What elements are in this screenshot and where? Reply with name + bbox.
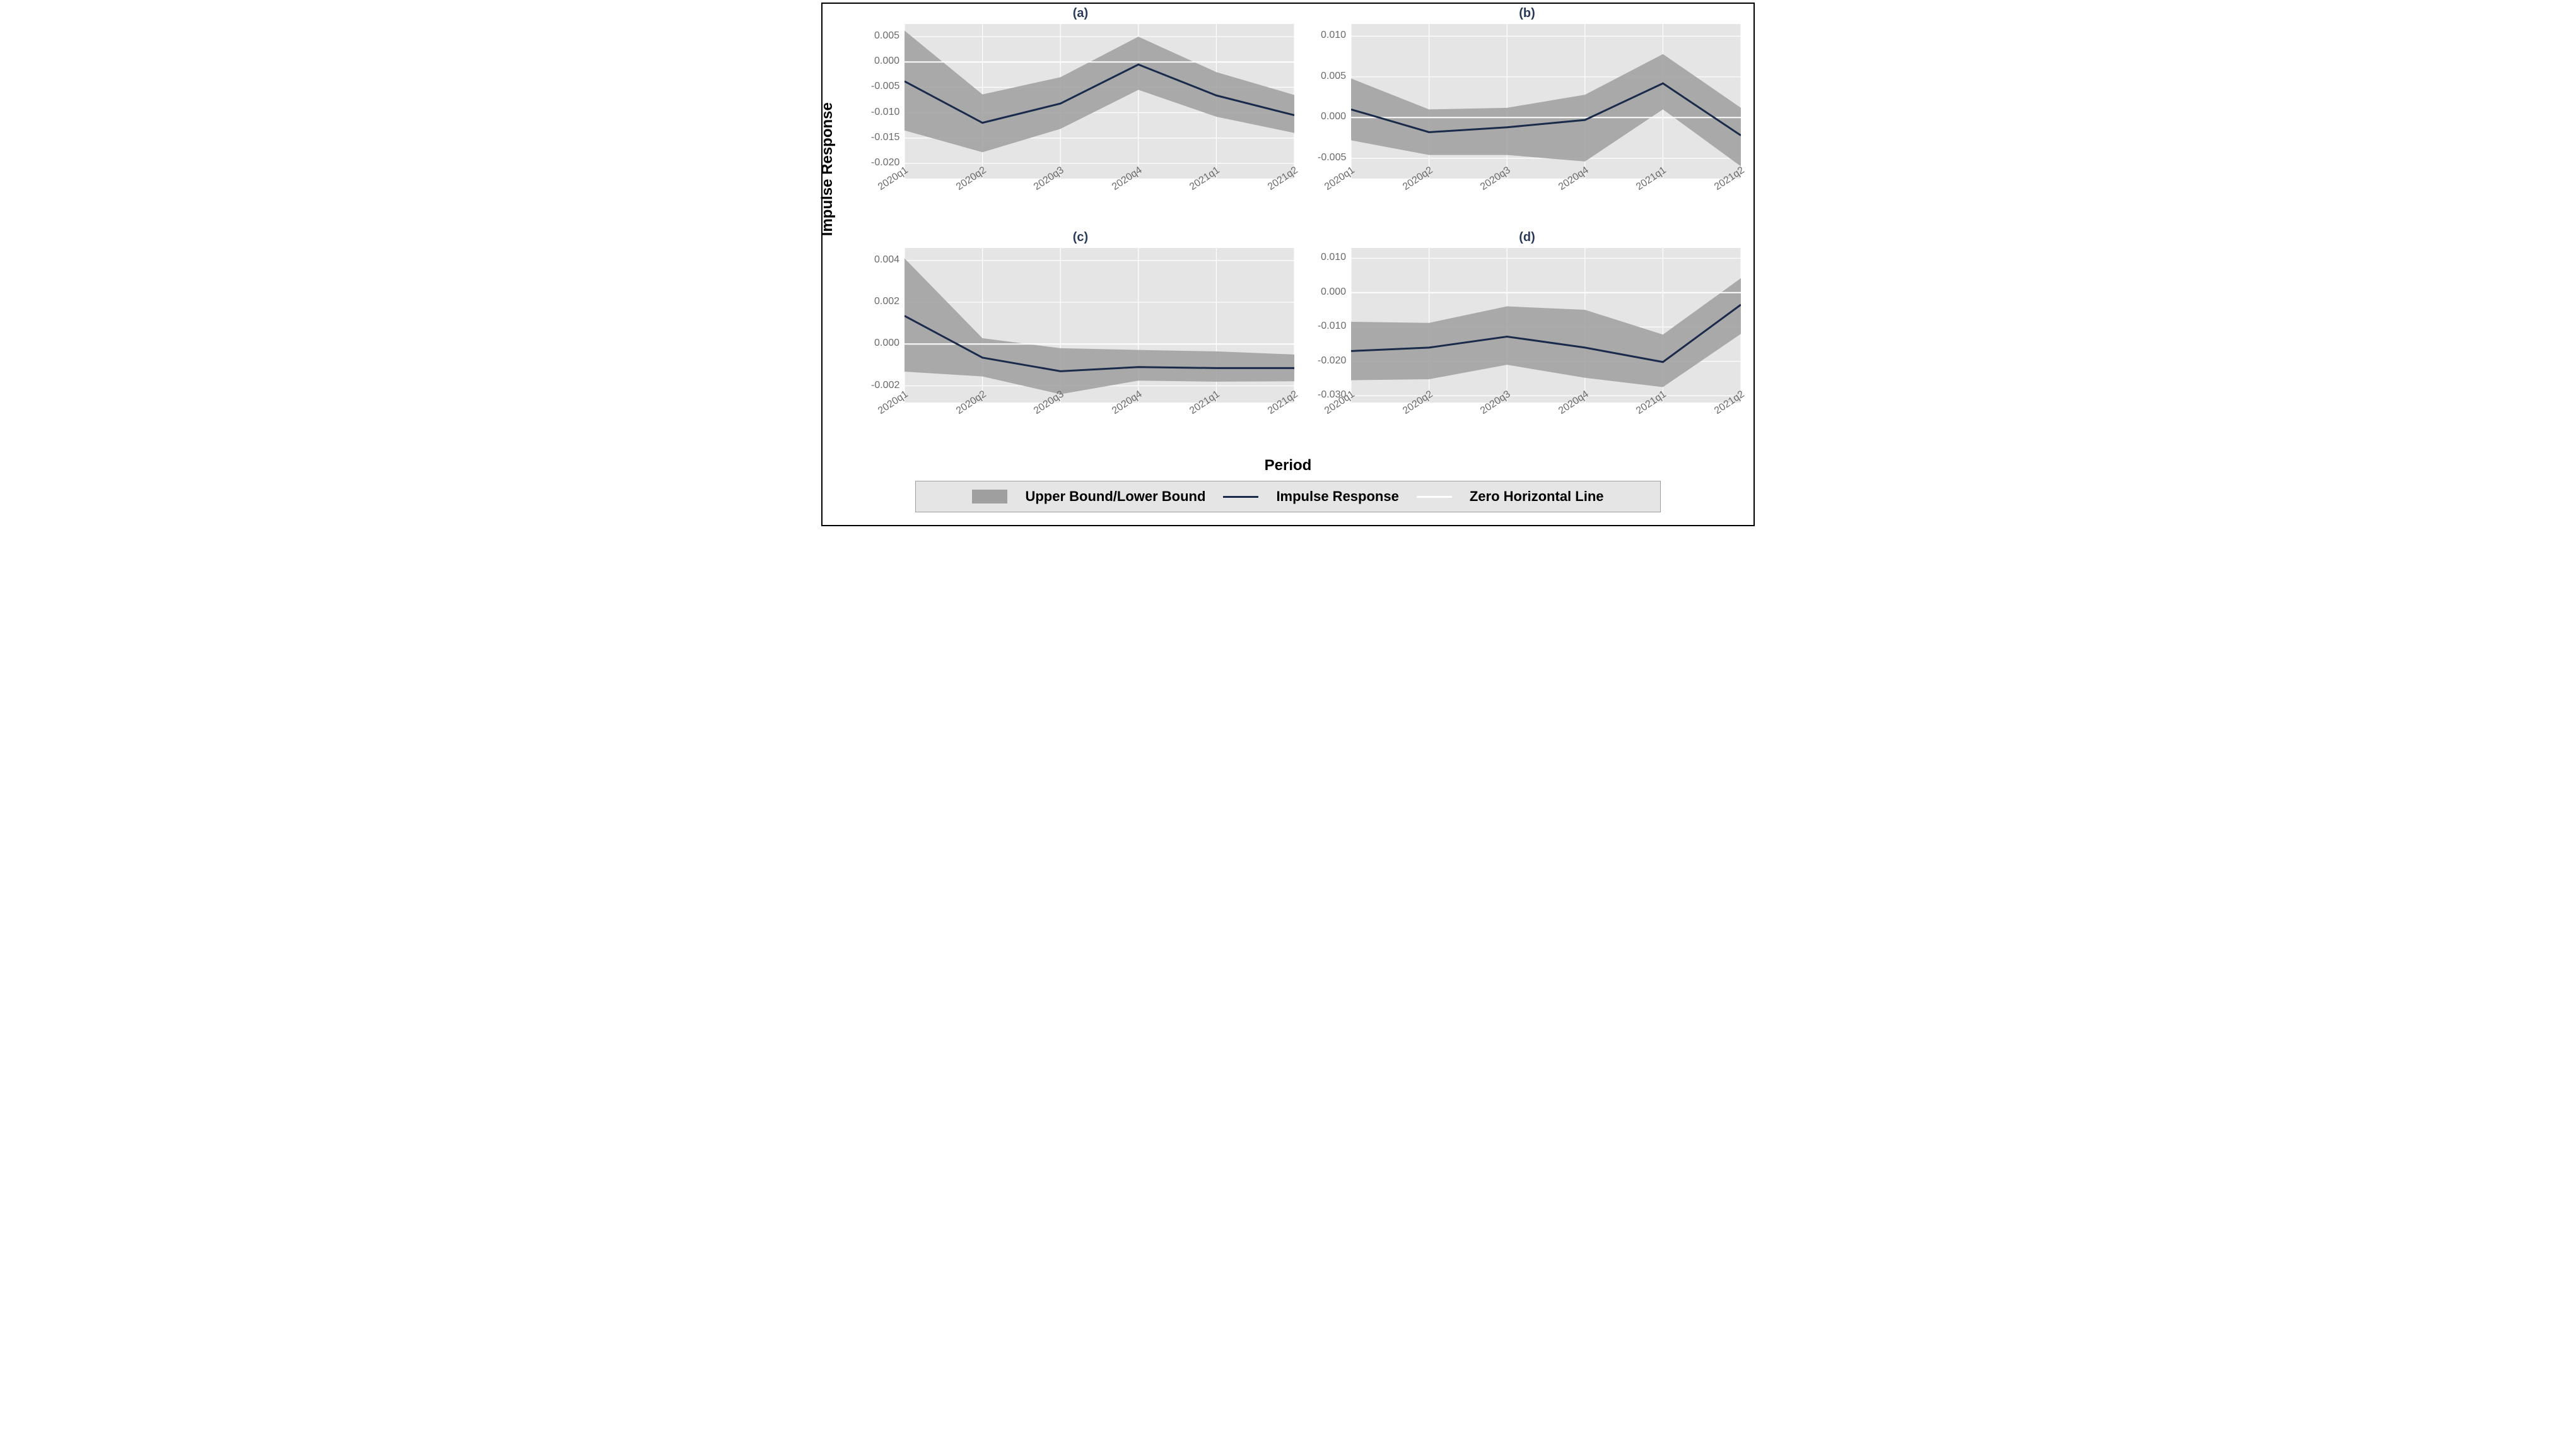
legend-label-bounds: Upper Bound/Lower Bound	[1025, 488, 1205, 505]
confidence-band	[905, 259, 1294, 394]
plot-area: -0.0020.0000.0020.0042020q12020q22020q32…	[905, 248, 1294, 403]
y-tick-label: 0.005	[874, 30, 899, 42]
y-tick-label: -0.005	[1318, 152, 1346, 163]
confidence-band	[1351, 278, 1741, 387]
plot-svg	[1351, 24, 1741, 179]
panel-title: (a)	[860, 6, 1301, 21]
panel-title: (c)	[860, 230, 1301, 245]
legend-swatch-bounds	[972, 490, 1007, 504]
panel-grid: (a)-0.020-0.015-0.010-0.0050.0000.005202…	[860, 8, 1747, 452]
y-tick-label: 0.000	[874, 56, 899, 67]
panel: (a)-0.020-0.015-0.010-0.0050.0000.005202…	[860, 8, 1301, 228]
legend-line-zero	[1417, 496, 1452, 498]
panel: (d) -0.030-0.020-0.0100.0000.0102020q1202…	[1307, 232, 1747, 452]
x-tick-label: 2020q1	[1323, 165, 1357, 193]
panel: (c) -0.0020.0000.0020.0042020q12020q22020…	[860, 232, 1301, 452]
x-axis-label: Period	[823, 457, 1753, 474]
bottom-region: Period Upper Bound/Lower Bound Impulse R…	[823, 454, 1753, 525]
legend-label-zero: Zero Horizontal Line	[1470, 488, 1604, 505]
y-tick-label: -0.010	[871, 107, 899, 118]
y-tick-label: 0.010	[1321, 30, 1346, 41]
y-tick-label: -0.015	[871, 132, 899, 143]
panel-title: (b)	[1307, 6, 1747, 21]
plot-area: -0.030-0.020-0.0100.0000.0102020q12020q2…	[1351, 248, 1741, 403]
confidence-band	[905, 30, 1294, 152]
y-tick-label: 0.010	[1321, 252, 1346, 263]
y-tick-label: 0.000	[874, 338, 899, 349]
y-axis-label: Impulse Response	[819, 102, 836, 236]
panel: (b) -0.0050.0000.0050.0102020q12020q22020…	[1307, 8, 1747, 228]
y-tick-label: 0.000	[1321, 286, 1346, 298]
plot-svg	[1351, 248, 1741, 403]
x-tick-label: 2020q1	[876, 165, 910, 193]
legend: Upper Bound/Lower Bound Impulse Response…	[915, 481, 1661, 512]
y-tick-label: 0.004	[874, 254, 899, 266]
plot-svg	[905, 24, 1294, 179]
x-tick-label: 2020q1	[876, 389, 910, 417]
y-tick-label: -0.010	[1318, 321, 1346, 332]
plot-area: -0.020-0.015-0.010-0.0050.0000.0052020q1…	[905, 24, 1294, 179]
y-tick-label: -0.005	[871, 81, 899, 92]
y-tick-label: 0.000	[1321, 111, 1346, 122]
legend-label-irf: Impulse Response	[1276, 488, 1398, 505]
y-tick-label: 0.002	[874, 296, 899, 307]
figure-container: Impulse Response (a)-0.020-0.015-0.010-0…	[821, 3, 1755, 526]
legend-line-irf	[1223, 496, 1258, 498]
plot-svg	[905, 248, 1294, 403]
y-tick-label: 0.005	[1321, 71, 1346, 82]
panel-title: (d)	[1307, 230, 1747, 245]
plot-area: -0.0050.0000.0050.0102020q12020q22020q32…	[1351, 24, 1741, 179]
y-tick-label: -0.020	[1318, 355, 1346, 367]
y-tick-label: -0.020	[871, 157, 899, 168]
confidence-band	[1351, 54, 1741, 167]
y-tick-label: -0.002	[871, 380, 899, 391]
